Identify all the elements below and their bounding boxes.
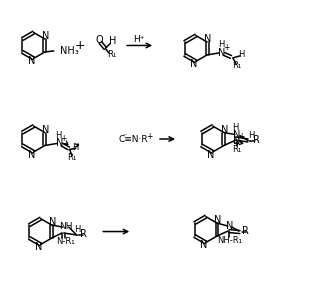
Text: +: + [75, 39, 86, 52]
Text: N: N [35, 243, 42, 252]
Text: N: N [214, 215, 222, 225]
Text: N: N [28, 56, 35, 66]
Text: N: N [226, 221, 234, 231]
Text: +: + [239, 132, 245, 141]
Text: R: R [80, 229, 87, 239]
Text: +: + [146, 131, 152, 140]
Text: R₁: R₁ [232, 61, 242, 70]
Text: H: H [218, 41, 224, 49]
Text: NH: NH [59, 222, 72, 231]
Text: N: N [204, 34, 212, 44]
Text: N: N [56, 138, 64, 149]
Text: R₁: R₁ [67, 153, 76, 162]
Text: C≡N·R: C≡N·R [118, 135, 148, 144]
Text: H: H [56, 131, 62, 140]
Text: N: N [200, 241, 208, 250]
Text: NH₃: NH₃ [60, 46, 78, 56]
Text: R: R [253, 135, 260, 144]
Text: H⁺: H⁺ [133, 35, 145, 44]
Text: H: H [248, 131, 254, 140]
Text: H: H [232, 123, 238, 132]
Text: H: H [72, 143, 79, 152]
Text: N: N [233, 129, 241, 140]
Text: H: H [74, 224, 81, 233]
Text: +: + [61, 134, 67, 143]
Text: N: N [218, 48, 226, 58]
Text: N: N [221, 125, 229, 135]
Text: H: H [238, 50, 244, 60]
Text: N: N [190, 60, 198, 69]
Text: R: R [242, 226, 249, 236]
Text: NH-R₁: NH-R₁ [217, 235, 242, 244]
Text: ⁻: ⁻ [122, 131, 126, 140]
Text: N: N [28, 150, 35, 160]
Text: N: N [233, 136, 241, 146]
Text: O: O [96, 36, 103, 45]
Text: N: N [42, 31, 50, 41]
Text: N: N [49, 217, 57, 227]
Text: N: N [42, 125, 50, 135]
Text: R₁: R₁ [107, 50, 116, 59]
Text: +: + [223, 43, 229, 52]
Text: N: N [207, 150, 214, 160]
Text: R₁: R₁ [232, 145, 242, 154]
Text: H: H [109, 36, 116, 47]
Text: N-R₁: N-R₁ [57, 237, 75, 246]
